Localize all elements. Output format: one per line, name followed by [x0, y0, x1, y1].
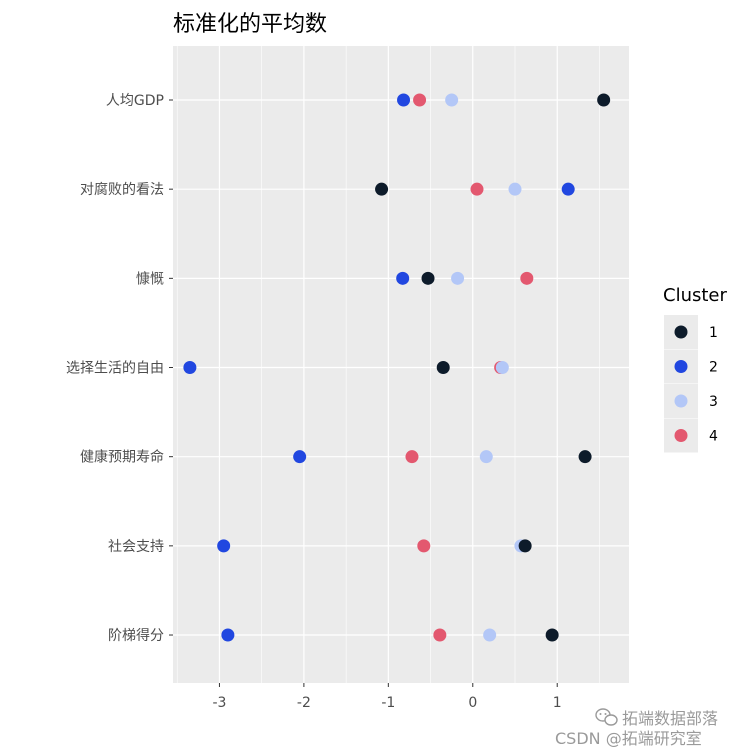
legend-key-3 [674, 394, 688, 408]
legend: Cluster 1 2 3 4 [663, 285, 727, 453]
point-cluster-1 [436, 361, 450, 375]
legend-label: 1 [709, 325, 718, 341]
data-points [183, 93, 611, 642]
point-cluster-3 [495, 361, 509, 375]
point-cluster-4 [417, 539, 431, 553]
y-tick-label: 人均GDP [106, 93, 164, 109]
x-tick-label: -2 [297, 695, 311, 711]
x-tick-label: 1 [553, 695, 562, 711]
wechat-icon [595, 708, 618, 726]
y-tick-label: 社会支持 [108, 539, 164, 555]
y-tick-label: 健康预期寿命 [80, 449, 164, 466]
legend-label: 4 [709, 429, 718, 445]
legend-key-2 [674, 360, 688, 373]
point-cluster-4 [433, 628, 447, 642]
legend-key-4 [674, 429, 688, 442]
y-tick-label: 慷慨 [136, 270, 164, 287]
point-cluster-4 [405, 450, 419, 464]
point-cluster-1 [545, 628, 559, 642]
point-cluster-1 [578, 450, 592, 464]
point-cluster-3 [445, 93, 459, 107]
point-cluster-1 [421, 271, 435, 285]
point-cluster-1 [375, 182, 389, 196]
legend-key-1 [674, 325, 688, 339]
point-cluster-2 [183, 361, 197, 375]
point-cluster-4 [413, 93, 427, 107]
legend-title: Cluster [663, 285, 727, 306]
point-cluster-2 [397, 93, 411, 107]
point-cluster-1 [518, 539, 532, 553]
y-tick-label: 选择生活的自由 [66, 361, 164, 377]
legend-label: 3 [709, 394, 718, 410]
y-tick-label: 对腐败的看法 [80, 181, 164, 198]
y-tick-label: 阶梯得分 [108, 627, 164, 644]
x-tick-label: -1 [381, 695, 395, 711]
point-cluster-3 [451, 271, 465, 285]
point-cluster-2 [561, 182, 575, 196]
x-axis-ticks: -3 -2 -1 0 1 [212, 683, 562, 711]
x-tick-label: -3 [212, 695, 226, 711]
point-cluster-2 [217, 539, 231, 553]
point-cluster-1 [597, 93, 611, 107]
plot-panel [173, 46, 629, 683]
x-tick-label: 0 [468, 695, 477, 711]
legend-label: 2 [709, 360, 718, 376]
watermark-brand: 拓端数据部落 [622, 709, 718, 728]
watermark-footer: CSDN @拓端研究室 [555, 729, 702, 748]
point-cluster-2 [221, 628, 235, 642]
legend-items: 1 2 3 4 [664, 315, 718, 453]
point-cluster-4 [470, 182, 484, 196]
chart-title: 标准化的平均数 [173, 12, 327, 37]
point-cluster-4 [520, 271, 534, 285]
point-cluster-3 [483, 628, 497, 642]
point-cluster-3 [508, 182, 522, 196]
watermark: 拓端数据部落 CSDN @拓端研究室 [555, 708, 718, 748]
point-cluster-3 [479, 450, 493, 464]
point-cluster-2 [396, 271, 410, 285]
point-cluster-2 [293, 450, 307, 464]
